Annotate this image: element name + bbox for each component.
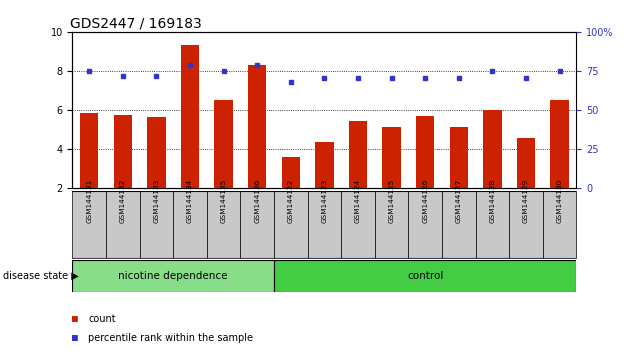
Text: GSM144129: GSM144129 bbox=[523, 179, 529, 223]
Text: count: count bbox=[88, 314, 116, 324]
Bar bbox=[241, 191, 274, 258]
Text: GSM144130: GSM144130 bbox=[557, 179, 563, 223]
Text: ■: ■ bbox=[72, 333, 84, 343]
Text: ■: ■ bbox=[72, 314, 84, 324]
Text: GDS2447 / 169183: GDS2447 / 169183 bbox=[70, 17, 202, 31]
Text: GSM144131: GSM144131 bbox=[86, 179, 92, 223]
Bar bbox=[72, 191, 106, 258]
Bar bbox=[207, 191, 241, 258]
Bar bbox=[483, 110, 501, 188]
Bar bbox=[282, 158, 300, 188]
Text: GSM144132: GSM144132 bbox=[120, 179, 126, 223]
Text: GSM144135: GSM144135 bbox=[220, 179, 227, 223]
Text: GSM144133: GSM144133 bbox=[154, 179, 159, 223]
Bar bbox=[214, 100, 233, 188]
Bar bbox=[307, 191, 341, 258]
Bar bbox=[113, 115, 132, 188]
Bar bbox=[80, 113, 98, 188]
Bar bbox=[375, 191, 408, 258]
Text: GSM144128: GSM144128 bbox=[490, 179, 495, 223]
Bar bbox=[147, 116, 166, 188]
Bar bbox=[341, 191, 375, 258]
Bar bbox=[173, 191, 207, 258]
Text: GSM144136: GSM144136 bbox=[255, 179, 260, 223]
Bar bbox=[476, 191, 509, 258]
Bar bbox=[382, 127, 401, 188]
Bar bbox=[72, 260, 274, 292]
Bar bbox=[274, 191, 307, 258]
Bar bbox=[509, 191, 543, 258]
Text: GSM144126: GSM144126 bbox=[422, 179, 428, 223]
Text: GSM144125: GSM144125 bbox=[389, 179, 394, 223]
Text: control: control bbox=[407, 271, 444, 281]
Text: GSM144123: GSM144123 bbox=[321, 179, 328, 223]
Text: GSM144122: GSM144122 bbox=[288, 179, 294, 223]
Text: disease state ▶: disease state ▶ bbox=[3, 271, 79, 281]
Bar bbox=[181, 46, 199, 188]
Text: GSM144134: GSM144134 bbox=[187, 179, 193, 223]
Bar bbox=[543, 191, 576, 258]
Text: GSM144124: GSM144124 bbox=[355, 179, 361, 223]
Bar bbox=[274, 260, 576, 292]
Text: GSM144127: GSM144127 bbox=[456, 179, 462, 223]
Bar bbox=[106, 191, 140, 258]
Bar bbox=[248, 65, 266, 188]
Bar bbox=[551, 100, 569, 188]
Bar bbox=[408, 191, 442, 258]
Bar bbox=[315, 142, 334, 188]
Bar bbox=[517, 138, 536, 188]
Bar bbox=[349, 121, 367, 188]
Text: percentile rank within the sample: percentile rank within the sample bbox=[88, 333, 253, 343]
Bar bbox=[450, 127, 468, 188]
Bar bbox=[442, 191, 476, 258]
Bar bbox=[140, 191, 173, 258]
Text: nicotine dependence: nicotine dependence bbox=[118, 271, 228, 281]
Bar bbox=[416, 115, 435, 188]
